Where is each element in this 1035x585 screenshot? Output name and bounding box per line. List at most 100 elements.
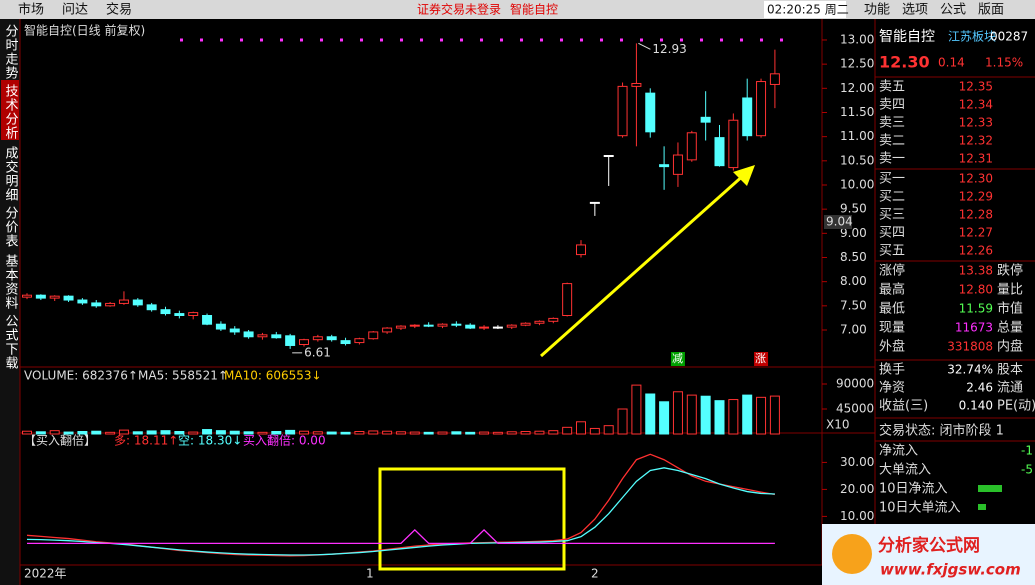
stat-value: 11673 <box>955 321 993 335</box>
book-price: 12.29 <box>959 190 993 204</box>
candle-body <box>22 294 32 298</box>
side-tab[interactable]: 技术分析 <box>3 84 19 140</box>
candle-body <box>257 334 268 338</box>
menu-item: 功能 <box>864 3 890 18</box>
volume-bar <box>382 430 393 435</box>
volume-bar <box>451 431 462 435</box>
stat-label: 最低 <box>879 302 905 317</box>
y-tick-label: 7.00 <box>840 323 867 337</box>
stat-label: 流通 <box>997 381 1023 396</box>
y-tick-label: 11.00 <box>840 129 874 143</box>
volume-bar <box>562 426 573 435</box>
flow-label: 10日净流入 <box>879 482 948 497</box>
candle-body <box>77 299 88 304</box>
stat-value: 0.140 <box>959 399 993 413</box>
last-price: 12.30 <box>879 53 930 72</box>
volume-bar <box>589 427 600 435</box>
volume-bar <box>354 431 365 435</box>
annotation-arrowhead <box>733 165 755 186</box>
side-tab[interactable]: 公式下载 <box>3 314 19 370</box>
stat-label: 量比 <box>997 283 1023 298</box>
candle-body <box>49 295 60 299</box>
volume-bar <box>243 431 254 435</box>
candle-body <box>326 336 337 341</box>
notice: 证券交易未登录 <box>417 2 501 17</box>
stat-label: 股本 <box>997 363 1023 378</box>
candle-body <box>492 326 503 329</box>
candle-body <box>132 299 143 306</box>
stat-label: 市值 <box>997 301 1023 317</box>
volume-bar <box>409 431 420 435</box>
candle-body <box>271 334 282 339</box>
candle-body <box>174 313 185 317</box>
stat-label: 内盘 <box>997 339 1023 355</box>
flow-label: 净流入 <box>879 444 918 459</box>
logo-url: www.fxjgsw.com <box>880 561 1021 579</box>
candle-body <box>243 331 254 338</box>
volume-bar <box>174 431 185 435</box>
volume-bar <box>576 421 586 435</box>
high-annotation: 12.93 <box>652 42 686 56</box>
book-price: 12.28 <box>959 208 993 222</box>
stat-value: 2.46 <box>966 381 993 395</box>
book-label: 卖一 <box>879 152 905 167</box>
flow-value: -1 <box>1021 444 1033 458</box>
candle-body <box>160 309 171 315</box>
stat-value: 32.74% <box>947 363 993 377</box>
volume-bar <box>645 393 656 435</box>
badge-bg <box>670 352 685 366</box>
y-tick-label: 10.00 <box>840 177 874 191</box>
stock-name: 智能自控 <box>879 29 935 45</box>
candle-body <box>769 73 780 85</box>
x-label: 1 <box>366 567 374 581</box>
flow-label: 10日大单流入 <box>879 501 961 516</box>
indicator-header: 空: 18.30↓ <box>178 434 242 448</box>
stat-value: 11.59 <box>959 302 993 316</box>
volume-bar <box>229 430 240 435</box>
side-tab[interactable]: 分价表 <box>3 206 19 248</box>
volume-bar <box>548 430 559 435</box>
book-label: 买五 <box>879 244 905 259</box>
app-name: 智能自控 <box>510 2 558 17</box>
volume-bar <box>285 429 296 435</box>
volume-bar <box>534 430 545 435</box>
clock-box <box>764 1 846 18</box>
candle-body <box>534 320 545 324</box>
stat-label: PE(动) <box>997 399 1035 414</box>
book-label: 买二 <box>879 190 905 205</box>
candle-body <box>451 323 462 326</box>
volume-bar <box>160 430 171 435</box>
stat-label: 净资 <box>879 381 905 396</box>
stat-label: 涨停 <box>879 263 905 279</box>
candle-body <box>368 331 379 340</box>
high-pointer <box>638 42 651 50</box>
volume-bar <box>520 431 531 435</box>
candle-body <box>340 340 351 345</box>
candle-body <box>188 312 199 317</box>
volume-bar <box>340 431 351 435</box>
menu-item: 选项 <box>902 3 928 18</box>
candle-body <box>672 154 683 175</box>
candle-body <box>215 323 226 330</box>
volume-bar <box>91 430 102 435</box>
candle-body <box>756 81 767 137</box>
book-label: 卖三 <box>879 116 905 131</box>
menu-item: 市场 <box>18 2 44 18</box>
indicator-line <box>27 528 775 545</box>
price-marker: 9.04 <box>826 215 853 229</box>
book-price: 12.26 <box>959 244 993 258</box>
candle-body <box>548 317 559 322</box>
side-tab[interactable]: 基本资料 <box>3 254 19 310</box>
stat-value: 331808 <box>947 340 993 354</box>
volume-bar <box>659 401 670 435</box>
candle-body <box>520 322 531 326</box>
volume-bar <box>631 384 642 435</box>
flow-bar <box>978 504 986 510</box>
candle-body <box>146 304 157 311</box>
side-tab[interactable]: 分时走势 <box>3 24 19 80</box>
book-label: 卖五 <box>879 80 905 95</box>
side-tab[interactable]: 成交明细 <box>3 146 19 202</box>
y-tick-label: 9.00 <box>840 226 867 240</box>
